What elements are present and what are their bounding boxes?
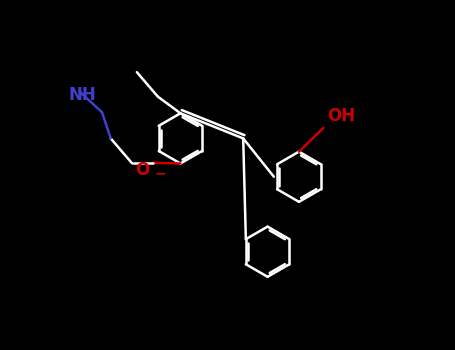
Text: −: −: [155, 166, 166, 180]
Text: NH: NH: [68, 85, 96, 104]
Text: O: O: [136, 161, 150, 180]
Text: OH: OH: [327, 107, 355, 126]
